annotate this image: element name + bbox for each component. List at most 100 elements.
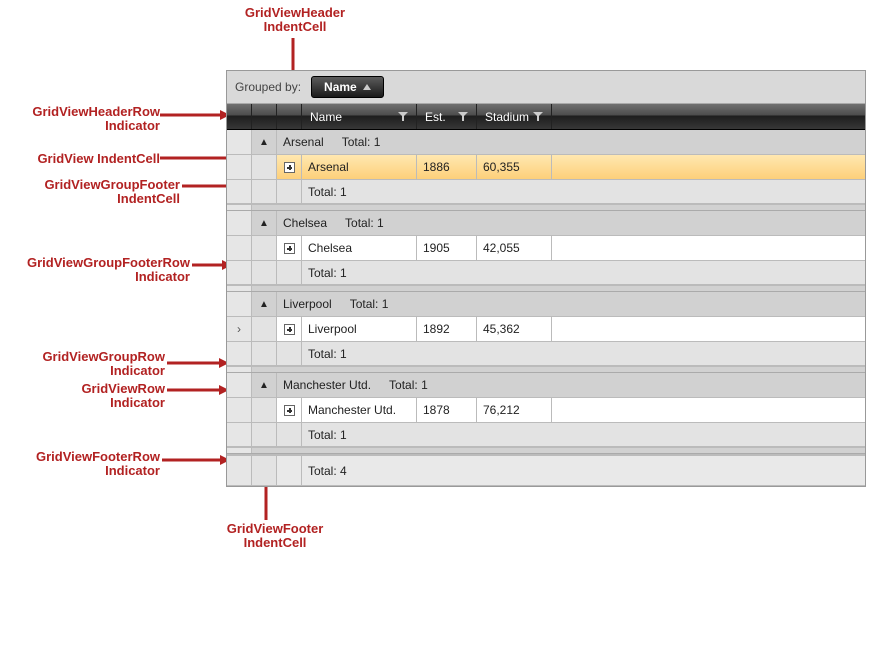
cell-name: Liverpool: [302, 317, 417, 341]
plus-icon: [284, 405, 295, 416]
group-footer-row-indicator[interactable]: [227, 180, 252, 203]
sort-asc-icon: [363, 84, 371, 90]
group-row-indicator[interactable]: [227, 292, 252, 316]
cell-empty: [552, 236, 865, 260]
group-header-text: LiverpoolTotal: 1: [277, 292, 865, 316]
group-footer-row: Total: 1: [227, 423, 865, 448]
group-header-text: ArsenalTotal: 1: [277, 130, 865, 154]
arrow-row-ind: [167, 385, 229, 395]
filter-icon[interactable]: [398, 112, 408, 122]
cell-name: Chelsea: [302, 236, 417, 260]
header-row: Name Est. Stadium: [227, 104, 865, 130]
column-header-est-text: Est.: [425, 110, 446, 124]
cell-stadium: 60,355: [477, 155, 552, 179]
plus-icon: [284, 243, 295, 254]
grid-view: Grouped by: Name Name Est. Stadium ▲ Arse…: [226, 70, 866, 487]
column-header-name-text: Name: [310, 110, 342, 124]
group-panel-button-text: Name: [324, 80, 357, 94]
chevron-up-icon: ▲: [259, 299, 269, 310]
group-footer-row: Total: 1: [227, 180, 865, 205]
indent-cell: [252, 236, 277, 260]
group-header-row[interactable]: ▲ ChelseaTotal: 1: [227, 211, 865, 236]
group-footer-total: Total: 1: [302, 180, 417, 203]
cell-empty: [552, 155, 865, 179]
filter-icon[interactable]: [458, 112, 468, 122]
chevron-up-icon: ▲: [259, 218, 269, 229]
plus-icon: [284, 324, 295, 335]
data-row[interactable]: ›Liverpool189245,362: [227, 317, 865, 342]
group-footer-row-indicator[interactable]: [227, 342, 252, 365]
arrow-header-row-ind: [160, 110, 230, 120]
cell-est: 1878: [417, 398, 477, 422]
column-header-est[interactable]: Est.: [417, 104, 477, 129]
footer-row: Total: 4: [227, 454, 865, 486]
group-footer-indent-cell-2: [277, 342, 302, 365]
separator-indicator: [227, 448, 252, 453]
row-indicator[interactable]: [227, 155, 252, 179]
row-expand-toggle[interactable]: [277, 398, 302, 422]
group-footer-total: Total: 1: [302, 423, 417, 446]
row-indicator[interactable]: ›: [227, 317, 252, 341]
indent-cell: [252, 398, 277, 422]
data-row[interactable]: Arsenal188660,355: [227, 155, 865, 180]
cell-est: 1886: [417, 155, 477, 179]
filter-icon[interactable]: [533, 112, 543, 122]
cell-stadium: 42,055: [477, 236, 552, 260]
group-footer-indent-cell: [252, 261, 277, 284]
cell-name: Manchester Utd.: [302, 398, 417, 422]
annot-header-indent: GridViewHeaderIndentCell: [225, 6, 365, 35]
group-header-text: ChelseaTotal: 1: [277, 211, 865, 235]
group-row-indicator[interactable]: [227, 130, 252, 154]
cell-est: 1905: [417, 236, 477, 260]
group-footer-indent-cell-2: [277, 423, 302, 446]
group-row-indicator[interactable]: [227, 373, 252, 397]
group-panel: Grouped by: Name: [227, 71, 865, 104]
column-header-name[interactable]: Name: [302, 104, 417, 129]
row-indicator[interactable]: [227, 236, 252, 260]
column-header-stadium-text: Stadium: [485, 110, 529, 124]
indent-cell: [252, 155, 277, 179]
group-row-indicator[interactable]: [227, 211, 252, 235]
group-expand-toggle[interactable]: ▲: [252, 373, 277, 397]
group-expand-toggle[interactable]: ▲: [252, 130, 277, 154]
group-footer-row-indicator[interactable]: [227, 261, 252, 284]
group-footer-indent-cell: [252, 342, 277, 365]
column-header-stadium[interactable]: Stadium: [477, 104, 552, 129]
separator-indicator: [227, 205, 252, 210]
cell-stadium: 45,362: [477, 317, 552, 341]
header-indent-cell-1: [252, 104, 277, 129]
group-footer-row: Total: 1: [227, 342, 865, 367]
group-expand-toggle[interactable]: ▲: [252, 292, 277, 316]
group-footer-indent-cell: [252, 423, 277, 446]
group-header-row[interactable]: ▲ ArsenalTotal: 1: [227, 130, 865, 155]
annot-group-footer-row-ind: GridViewGroupFooterRowIndicator: [0, 256, 190, 285]
footer-row-indicator[interactable]: [227, 456, 252, 485]
group-header-text: Manchester Utd.Total: 1: [277, 373, 865, 397]
row-indicator[interactable]: [227, 398, 252, 422]
row-expand-toggle[interactable]: [277, 236, 302, 260]
plus-icon: [284, 162, 295, 173]
annot-footer-row-ind: GridViewFooterRowIndicator: [10, 450, 160, 479]
separator-indicator: [227, 286, 252, 291]
annot-header-row-ind: GridViewHeaderRowIndicator: [10, 105, 160, 134]
group-footer-total: Total: 1: [302, 261, 417, 284]
chevron-up-icon: ▲: [259, 137, 269, 148]
data-row[interactable]: Chelsea190542,055: [227, 236, 865, 261]
header-indent-cell-2: [277, 104, 302, 129]
group-header-row[interactable]: ▲ Manchester Utd.Total: 1: [227, 373, 865, 398]
group-expand-toggle[interactable]: ▲: [252, 211, 277, 235]
header-row-indicator[interactable]: [227, 104, 252, 129]
data-row[interactable]: Manchester Utd.187876,212: [227, 398, 865, 423]
chevron-up-icon: ▲: [259, 380, 269, 391]
annot-group-footer-indent: GridViewGroupFooterIndentCell: [10, 178, 180, 207]
footer-total: Total: 4: [302, 456, 417, 485]
group-header-row[interactable]: ▲ LiverpoolTotal: 1: [227, 292, 865, 317]
group-footer-indent-cell-2: [277, 180, 302, 203]
annot-group-row-ind: GridViewGroupRowIndicator: [10, 350, 165, 379]
group-panel-button[interactable]: Name: [311, 76, 384, 98]
row-expand-toggle[interactable]: [277, 155, 302, 179]
group-footer-row-indicator[interactable]: [227, 423, 252, 446]
cell-empty: [552, 398, 865, 422]
row-expand-toggle[interactable]: [277, 317, 302, 341]
annot-footer-indent: GridViewFooterIndentCell: [205, 522, 345, 551]
